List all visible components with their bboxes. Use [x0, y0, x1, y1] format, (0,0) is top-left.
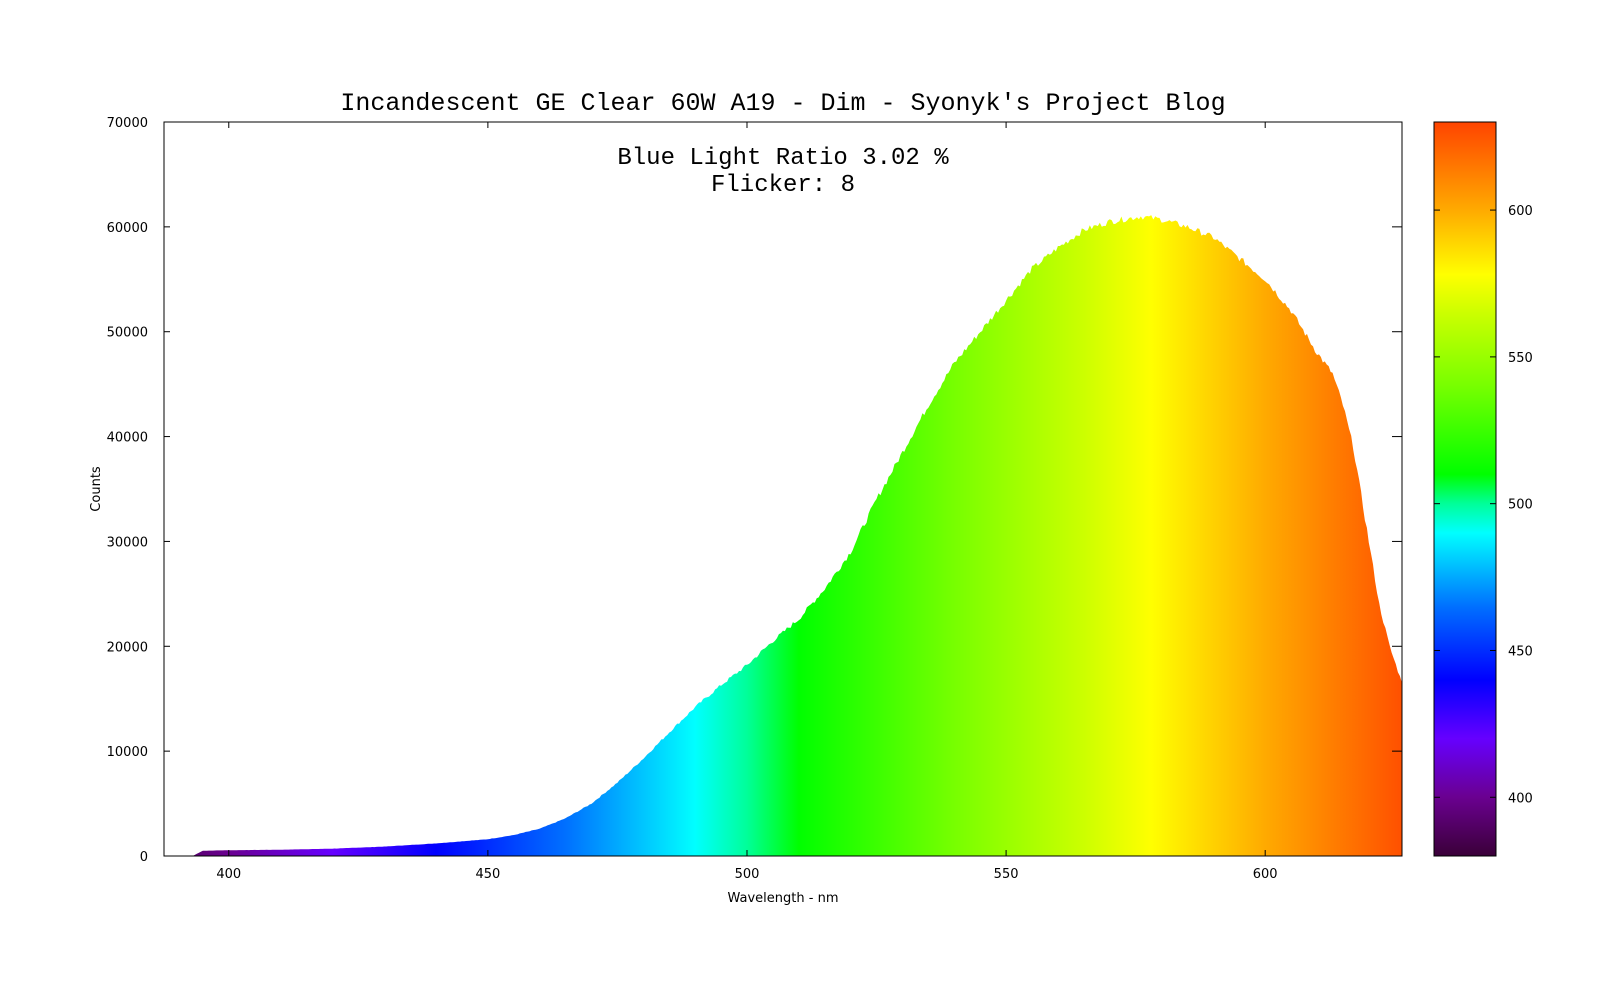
x-tick-label: 550: [994, 867, 1019, 882]
y-tick-label: 30000: [107, 535, 148, 550]
x-tick-label: 400: [216, 867, 241, 882]
chart-title: Incandescent GE Clear 60W A19 - Dim - Sy…: [340, 89, 1225, 118]
colorbar: [1433, 121, 1497, 857]
plot-frame: [163, 121, 1403, 857]
x-tick-label: 600: [1253, 867, 1278, 882]
annotation-flicker: Flicker: 8: [711, 172, 855, 199]
y-tick-label: 50000: [107, 326, 148, 341]
y-tick-label: 40000: [107, 431, 148, 446]
x-tick-label: 450: [475, 867, 500, 882]
x-axis-label: Wavelength - nm: [728, 891, 839, 906]
y-tick-label: 10000: [107, 745, 148, 760]
colorbar-tick-label: 550: [1508, 351, 1533, 366]
y-axis-label: Counts: [89, 466, 104, 512]
spectrum-area: [192, 215, 1402, 857]
y-tick-label: 60000: [107, 221, 148, 236]
colorbar-tick-label: 400: [1508, 791, 1533, 806]
y-tick-label: 0: [140, 850, 148, 865]
x-tick-label: 500: [735, 867, 760, 882]
colorbar-tick-label: 450: [1508, 644, 1533, 659]
y-tick-label: 70000: [107, 116, 148, 131]
colorbar-tick-label: 500: [1508, 498, 1533, 513]
annotation-blue-light-ratio: Blue Light Ratio 3.02 %: [617, 145, 949, 172]
colorbar-tick-label: 600: [1508, 204, 1533, 219]
y-tick-label: 20000: [107, 640, 148, 655]
